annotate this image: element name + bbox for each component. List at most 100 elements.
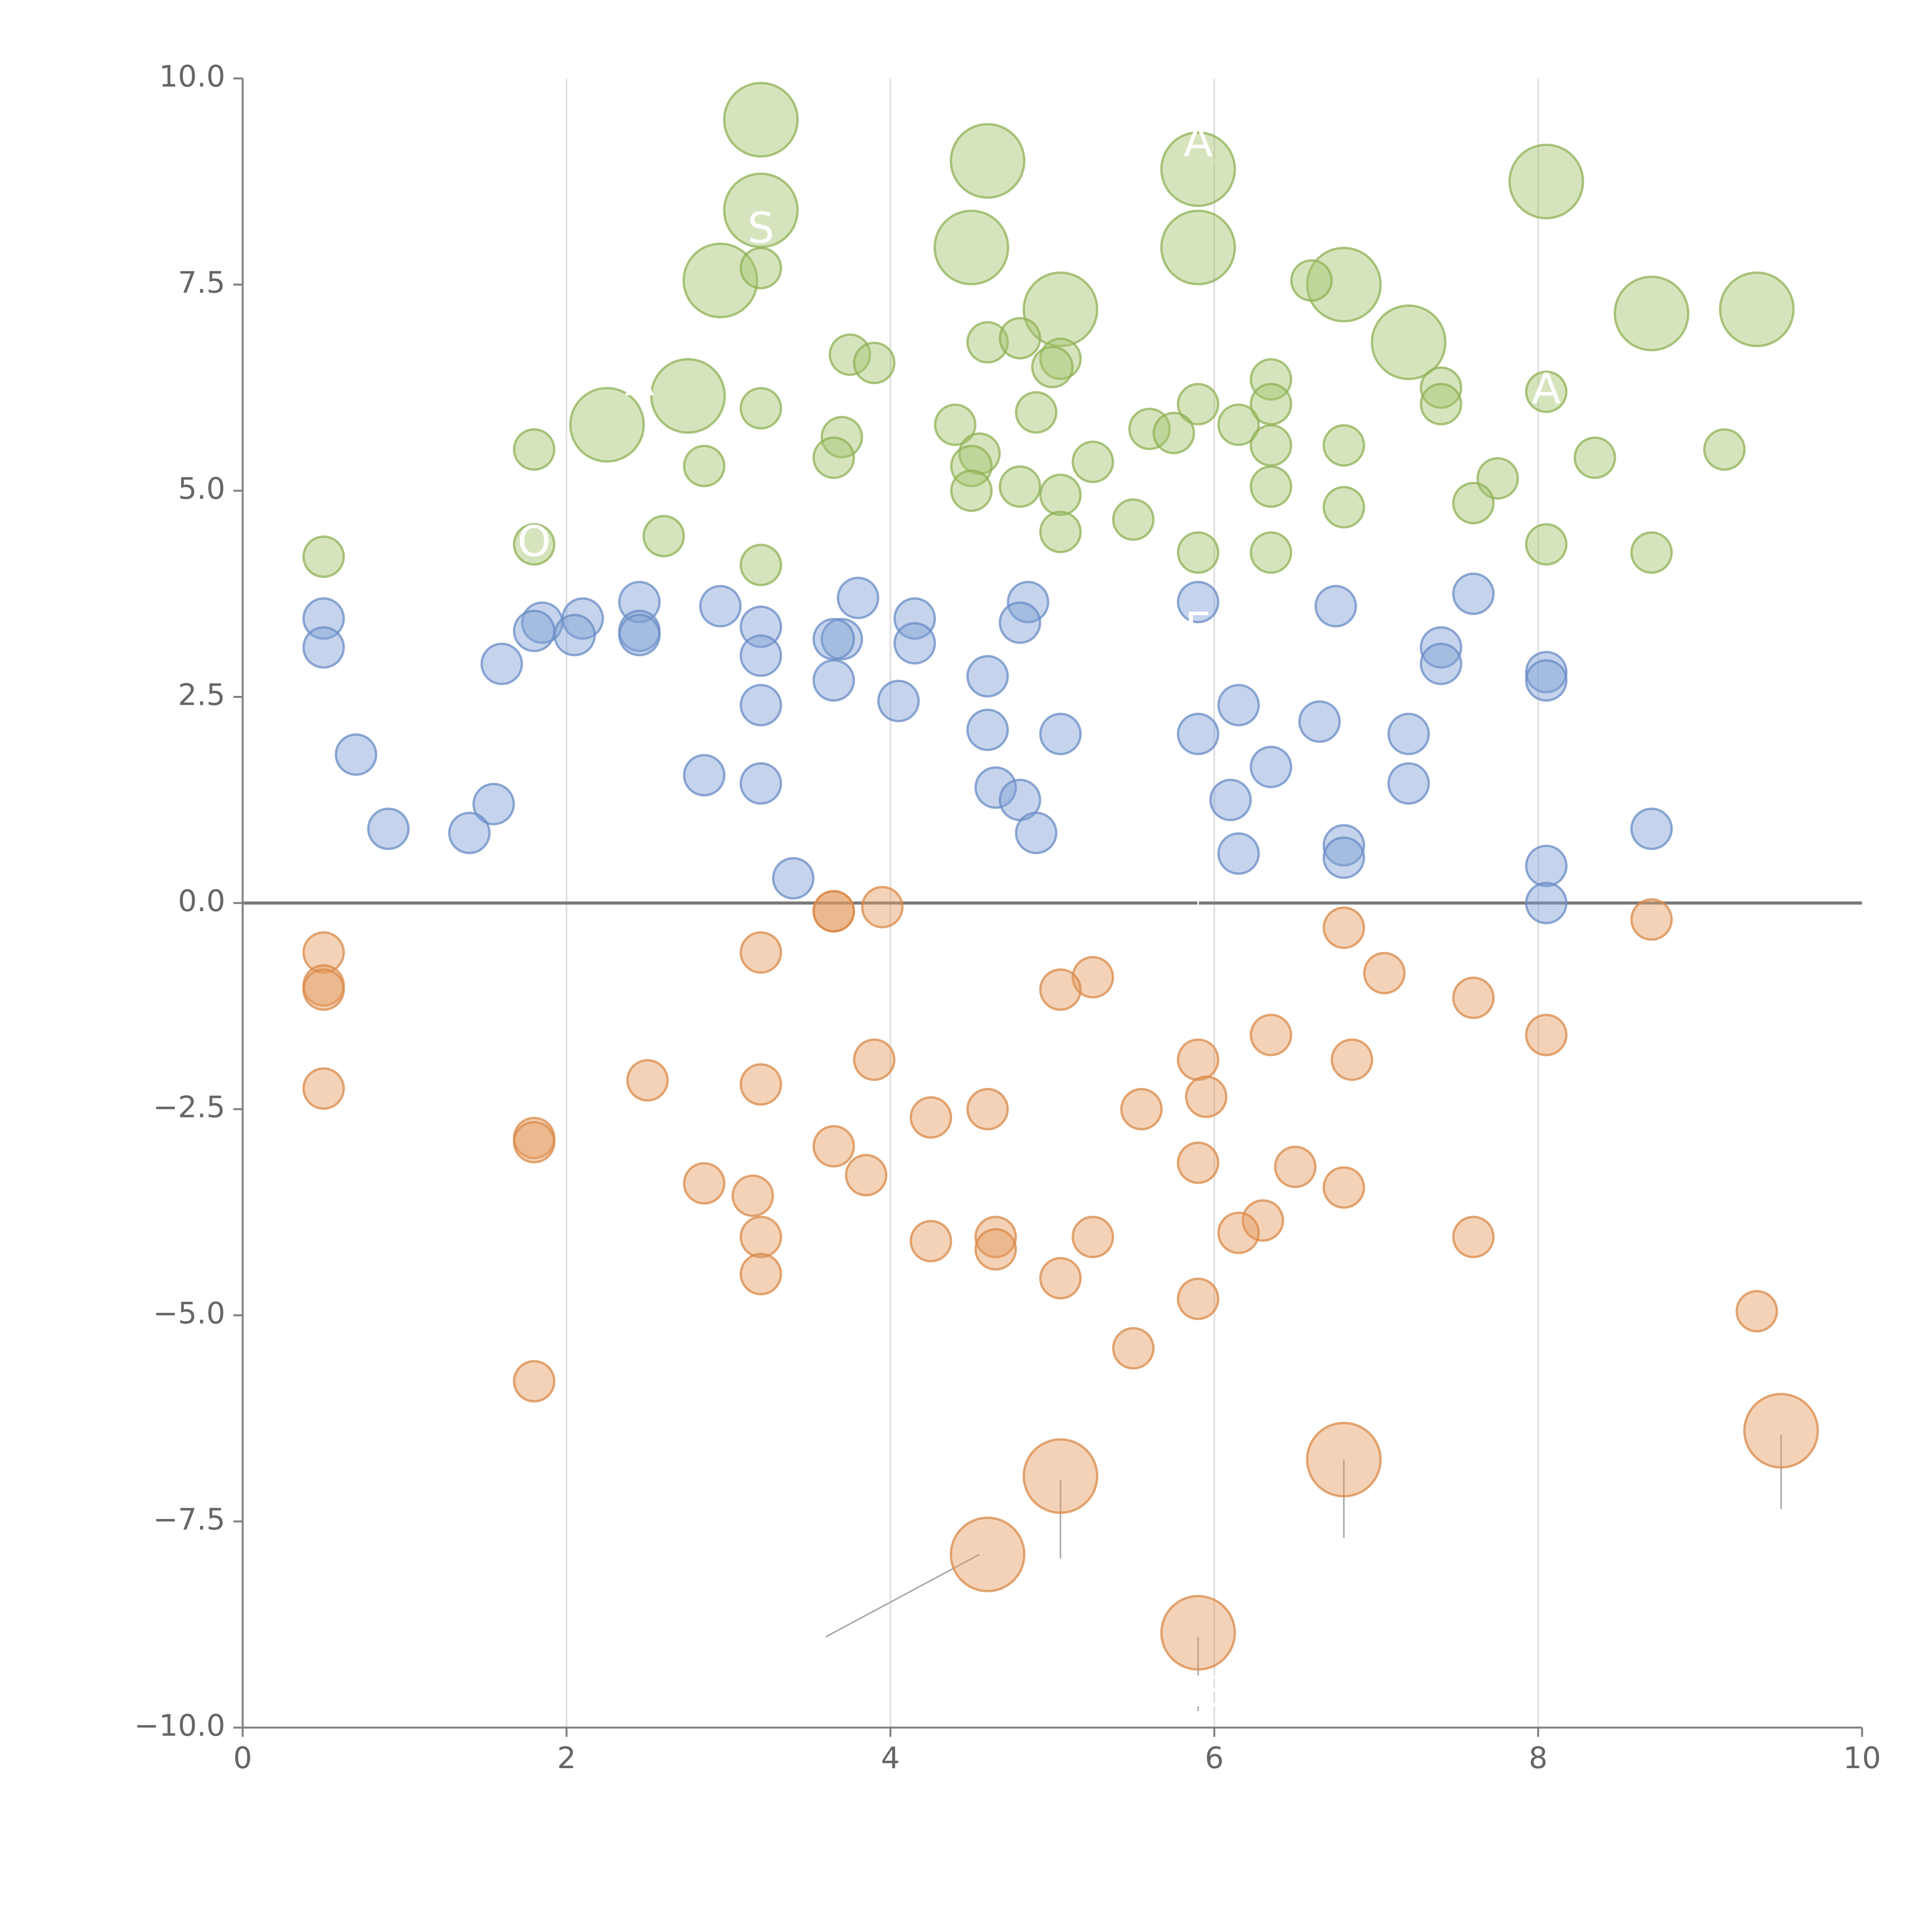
orange-bubble (1039, 968, 1082, 1011)
blue-bubble (1217, 832, 1260, 875)
orange-bubble (1120, 1088, 1163, 1131)
orange-bubble (966, 1088, 1009, 1131)
green-bubble (998, 317, 1041, 360)
blue-bubble (335, 733, 378, 776)
leader-line (963, 247, 980, 253)
blue-bubble (1630, 807, 1673, 850)
blue-bubble (1298, 700, 1341, 743)
blue-bubble (877, 680, 920, 723)
blue-bubble (740, 684, 782, 726)
green-bubble (1290, 259, 1333, 302)
orange-bubble (1022, 1438, 1099, 1514)
blue-bubble (1217, 684, 1260, 726)
green-bubble (933, 209, 1009, 286)
orange-bubble (1735, 1290, 1778, 1333)
green-bubble (1160, 209, 1236, 286)
leader-line (566, 424, 607, 438)
green-bubble (1177, 383, 1219, 425)
orange-bubble (812, 1125, 855, 1168)
bubble-label: A (1184, 117, 1213, 166)
orange-bubble (683, 1162, 726, 1205)
green-bubble (1630, 531, 1673, 574)
x-tick-label: 6 (1205, 1741, 1224, 1776)
x-axis-ticks: 0 2 4 6 8 10 (233, 1728, 1881, 1776)
blue-bubble (1525, 844, 1568, 887)
green-bubble (723, 82, 799, 158)
green-bubble (650, 358, 726, 434)
orange-bubble (949, 1516, 1026, 1592)
orange-bubble (740, 1063, 782, 1106)
blue-bubble (1177, 713, 1219, 755)
green-bubble (958, 432, 1001, 475)
blue-bubble (521, 601, 564, 644)
leader-line (687, 263, 721, 281)
orange-bubble (302, 968, 345, 1011)
y-tick-label: −10.0 (134, 1709, 225, 1743)
orange-bubble (974, 1216, 1017, 1259)
orange-bubble (1242, 1199, 1284, 1242)
y-tick-label: 5.0 (178, 472, 225, 506)
blue-bubble (553, 614, 596, 656)
green-bubble (1250, 358, 1293, 401)
orange-bubble (1112, 1327, 1155, 1370)
blue-bubble (699, 585, 742, 628)
blue-bubble (1525, 882, 1568, 924)
x-tick-label: 0 (233, 1741, 252, 1776)
orange-bubble (1250, 1014, 1293, 1056)
orange-bubble (1330, 1038, 1373, 1081)
green-bubble (1703, 428, 1746, 471)
orange-bubble (845, 1154, 888, 1197)
bubble-label: A (1532, 364, 1561, 413)
orange-bubble (1160, 1595, 1236, 1671)
green-bubble (1573, 436, 1616, 479)
blue-bubble (1015, 811, 1058, 854)
bubble-label: E (1193, 1667, 1220, 1716)
leader-line (1554, 160, 1571, 186)
leader-line (1408, 341, 1458, 355)
orange-bubble (1630, 898, 1673, 941)
green-bubble (513, 428, 556, 471)
y-tick-label: 0.0 (178, 884, 225, 918)
blue-bubble (740, 762, 782, 805)
blue-bubble (1322, 824, 1365, 867)
green-bubble (1015, 391, 1058, 434)
orange-bubble (513, 1121, 556, 1163)
green-bubble (1177, 531, 1219, 574)
leader-line (1756, 284, 1766, 310)
blue-bubble (812, 659, 855, 702)
green-bubble (1217, 403, 1260, 446)
leader-line (501, 444, 543, 459)
orange-bubble (1306, 1422, 1382, 1498)
orange-bubble (1452, 976, 1495, 1019)
y-tick-label: −2.5 (153, 1090, 225, 1124)
blue-bubble (367, 807, 410, 850)
blue-bubble (966, 655, 1009, 698)
blue-bubble (740, 634, 782, 677)
blue-bubble (837, 577, 879, 619)
orange-bubble (1322, 906, 1365, 949)
blue-bubble (1209, 779, 1252, 821)
green-bubble (853, 342, 896, 384)
green-bubble (683, 444, 726, 487)
blue-bubble (1420, 626, 1463, 669)
blue-bubble (812, 618, 855, 661)
orange-bubble (812, 890, 855, 933)
green-bubble (1420, 383, 1463, 425)
green-bubble (1039, 337, 1082, 380)
orange-bubble (1743, 1393, 1819, 1469)
bubble-label: O (517, 517, 551, 566)
leader-line (1205, 148, 1223, 174)
y-tick-label: 10.0 (159, 60, 225, 94)
bubble-points (302, 82, 1819, 1671)
green-bubble (1322, 424, 1365, 467)
orange-bubble (1071, 1216, 1114, 1259)
orange-bubble (1039, 1257, 1082, 1299)
green-bubble (934, 403, 977, 446)
leader-line (1351, 263, 1377, 286)
blue-bubble (974, 766, 1017, 809)
orange-bubble (1177, 1277, 1219, 1320)
green-bubble (1031, 345, 1074, 388)
x-tick-label: 10 (1843, 1741, 1881, 1776)
green-bubble (1508, 143, 1584, 219)
